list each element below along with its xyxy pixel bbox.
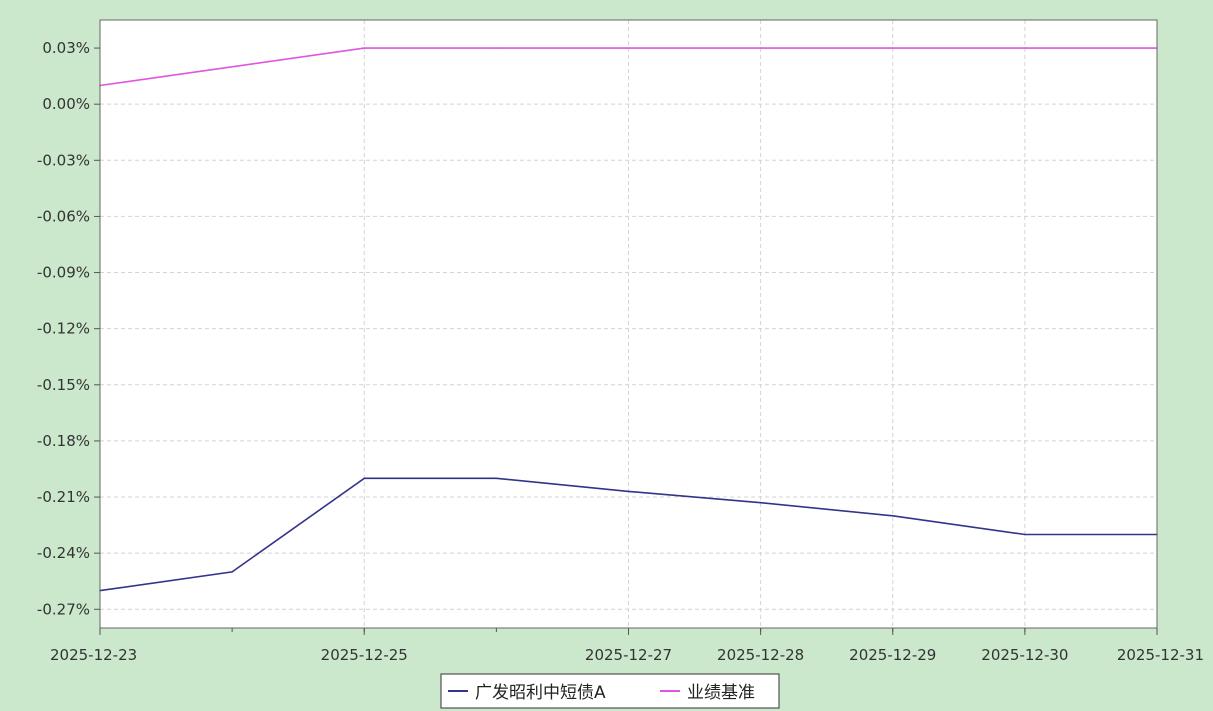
series-lines: [99, 47, 1158, 592]
x-tick-label: 2025-12-27: [585, 646, 672, 664]
y-tick-label: -0.27%: [37, 600, 90, 618]
y-tick-label: -0.12%: [37, 320, 90, 338]
legend-label-1: 广发昭利中短债A: [475, 683, 606, 703]
y-tick-label: -0.18%: [37, 432, 90, 450]
series-2-point: [495, 47, 498, 49]
series-1-point: [363, 477, 366, 480]
legend: 广发昭利中短债A 业绩基准: [440, 673, 780, 709]
x-tick-label: 2025-12-23: [50, 646, 137, 664]
series-1-point: [495, 477, 498, 480]
y-tick-label: -0.09%: [37, 264, 90, 282]
series-2-point: [627, 47, 630, 49]
legend-label-2: 业绩基准: [687, 683, 755, 703]
x-tick-label: 2025-12-25: [321, 646, 408, 664]
series-1-point: [891, 514, 894, 517]
series-2-point: [759, 47, 762, 49]
grid-lines: [100, 20, 1157, 628]
y-tick-label: -0.21%: [37, 488, 90, 506]
series-1-point: [627, 490, 630, 493]
y-tick-label: -0.06%: [37, 207, 90, 225]
series-1-point: [759, 501, 762, 504]
x-tick-label: 2025-12-29: [849, 646, 936, 664]
series-2-point: [1024, 47, 1026, 49]
x-tick-label: 2025-12-28: [717, 646, 804, 664]
y-tick-label: -0.15%: [37, 376, 90, 394]
axes: 0.03% 0.00% -0.03% -0.06% -0.09% -0.12% -0.15%…: [37, 39, 1204, 664]
y-tick-label: 0.00%: [42, 95, 90, 113]
x-tick-label: 2025-12-31: [1117, 646, 1204, 664]
legend-box: [440, 673, 780, 709]
series-2-point: [891, 47, 894, 49]
series-2-point: [363, 47, 366, 49]
y-tick-label: -0.03%: [37, 151, 90, 169]
y-tick-label: 0.03%: [42, 39, 90, 57]
series-2-point: [231, 65, 233, 68]
series-1-point: [231, 571, 233, 573]
series-1-point: [1024, 533, 1026, 536]
y-tick-label: -0.24%: [37, 544, 90, 562]
x-tick-label: 2025-12-30: [981, 646, 1068, 664]
